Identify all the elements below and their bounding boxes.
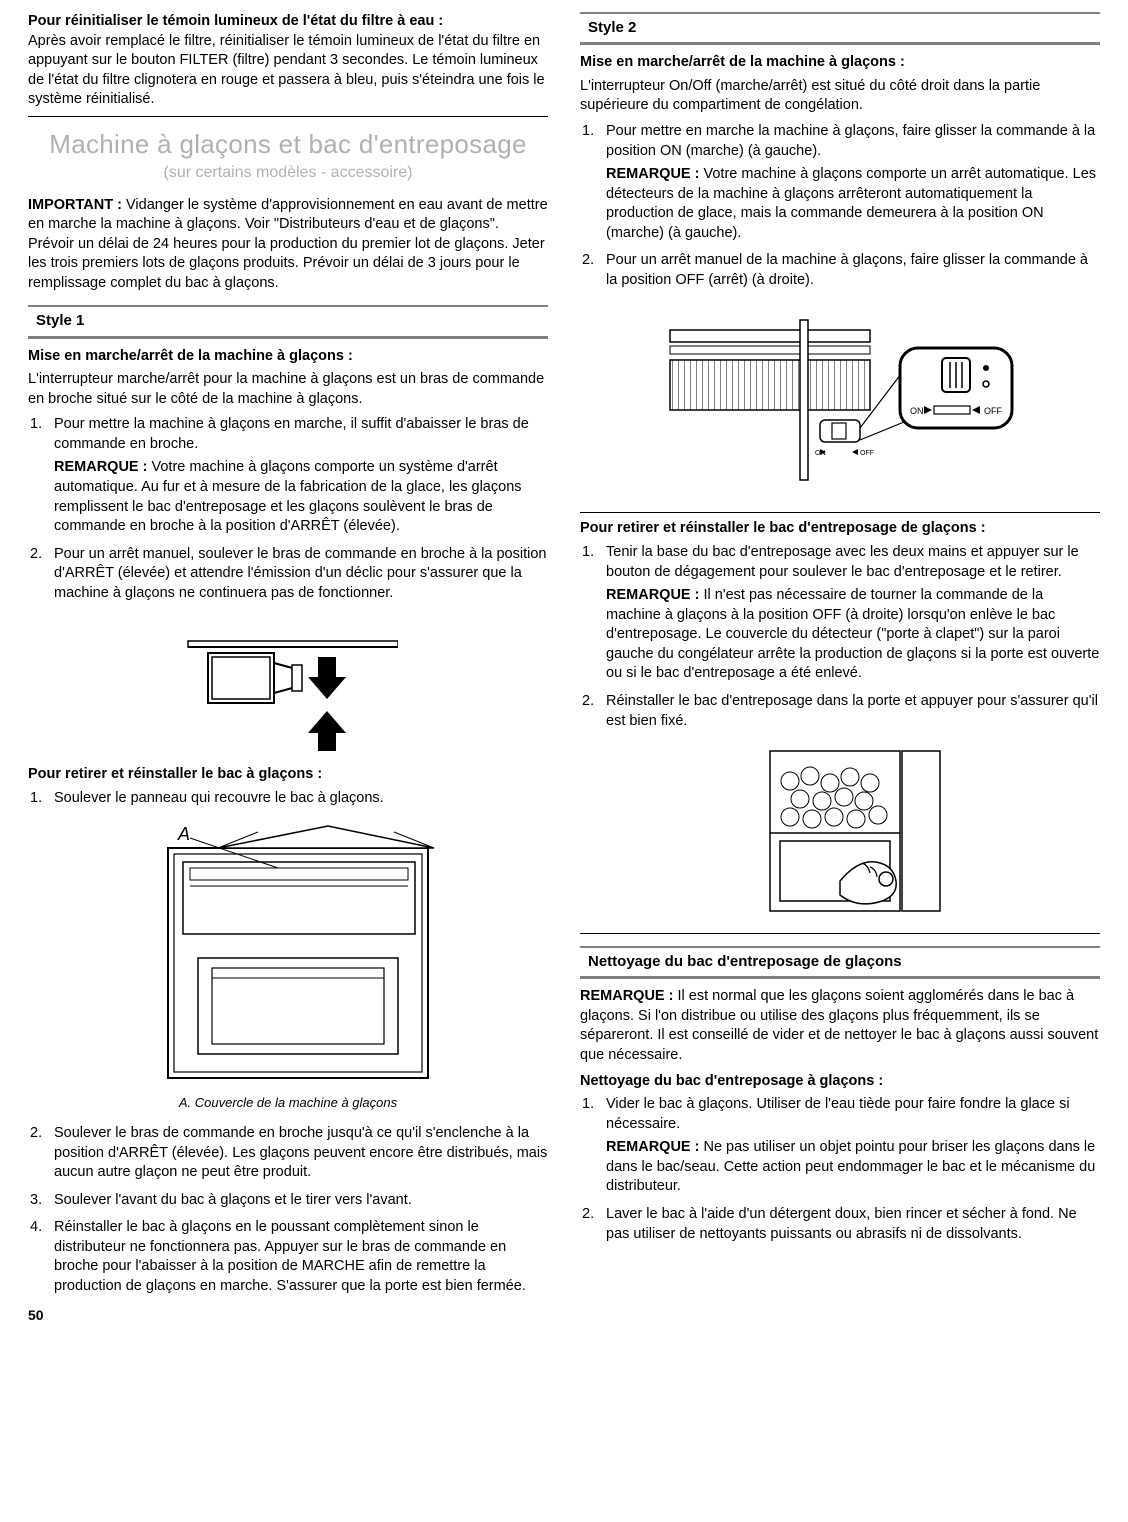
note-label: REMARQUE :: [606, 1139, 699, 1155]
clean-li2: Laver le bac à l'aide d'un détergent dou…: [580, 1205, 1100, 1244]
s2-li2: Pour un arrêt manuel de la machine à gla…: [580, 251, 1100, 290]
style1-header: Style 1: [28, 305, 548, 338]
s2b-heading: Pour retirer et réinstaller le bac d'ent…: [580, 519, 1100, 539]
s2b-li2: Réinstaller le bac d'entreposage dans la…: [580, 692, 1100, 731]
svg-text:ON: ON: [910, 406, 924, 416]
svg-text:OFF: OFF: [860, 450, 874, 457]
divider: [28, 116, 548, 117]
s1b-li4-text: Réinstaller le bac à glaçons en le pouss…: [54, 1219, 526, 1294]
section-title: Machine à glaçons et bac d'entreposage: [28, 127, 548, 162]
clean-note1: REMARQUE : Ne pas utiliser un objet poin…: [606, 1138, 1100, 1197]
reset-heading: Pour réinitialiser le témoin lumineux de…: [28, 13, 443, 29]
s1-li1: Pour mettre la machine à glaçons en marc…: [28, 415, 548, 536]
figure-panel-a: A A. Couvercle de la machine à glaçons: [28, 818, 548, 1112]
s2b-li1-text: Tenir la base du bac d'entreposage avec …: [606, 544, 1079, 580]
s1-note1: REMARQUE : Votre machine à glaçons compo…: [54, 458, 548, 536]
divider: [580, 933, 1100, 934]
right-column: Style 2 Mise en marche/arrêt de la machi…: [580, 12, 1100, 1325]
figure-ice-bin: [580, 741, 1100, 921]
clean-list: Vider le bac à glaçons. Utiliser de l'ea…: [580, 1095, 1100, 1244]
figure2-caption: A. Couvercle de la machine à glaçons: [28, 1094, 548, 1112]
s2-li2-text: Pour un arrêt manuel de la machine à gla…: [606, 252, 1088, 288]
section-subtitle: (sur certains modèles - accessoire): [28, 162, 548, 184]
s2b-li2-text: Réinstaller le bac d'entreposage dans la…: [606, 693, 1098, 729]
s1b-li2: Soulever le bras de commande en broche j…: [28, 1124, 548, 1183]
s2b-note1: REMARQUE : Il n'est pas nécessaire de to…: [606, 586, 1100, 684]
figure-arm-arrows: [28, 613, 548, 753]
s2-list: Pour mettre en marche la machine à glaço…: [580, 122, 1100, 291]
s1b-li3-text: Soulever l'avant du bac à glaçons et le …: [54, 1192, 412, 1208]
s1b-list-b: Soulever le bras de commande en broche j…: [28, 1124, 548, 1297]
s1-list: Pour mettre la machine à glaçons en marc…: [28, 415, 548, 603]
note-label: REMARQUE :: [580, 988, 673, 1004]
clean-note: REMARQUE : Il est normal que les glaçons…: [580, 987, 1100, 1065]
s1b-li1: Soulever le panneau qui recouvre le bac …: [28, 789, 548, 809]
s1b-li2-text: Soulever le bras de commande en broche j…: [54, 1125, 547, 1180]
clean-heading: Nettoyage du bac d'entreposage à glaçons…: [580, 1072, 1100, 1092]
svg-text:A: A: [177, 824, 190, 844]
s1-li2-text: Pour un arrêt manuel, soulever le bras d…: [54, 546, 546, 601]
page-number: 50: [28, 1306, 548, 1325]
style2-header: Style 2: [580, 12, 1100, 45]
svg-text:OFF: OFF: [984, 406, 1002, 416]
clean-li1: Vider le bac à glaçons. Utiliser de l'ea…: [580, 1095, 1100, 1197]
note-label: REMARQUE :: [606, 166, 699, 182]
s1b-li1-text: Soulever le panneau qui recouvre le bac …: [54, 790, 384, 806]
s1b-list-a: Soulever le panneau qui recouvre le bac …: [28, 789, 548, 809]
left-column: Pour réinitialiser le témoin lumineux de…: [28, 12, 548, 1325]
s2-li1: Pour mettre en marche la machine à glaço…: [580, 122, 1100, 243]
divider: [580, 512, 1100, 513]
s2-heading: Mise en marche/arrêt de la machine à gla…: [580, 53, 1100, 73]
s2-intro: L'interrupteur On/Off (marche/arrêt) est…: [580, 77, 1100, 116]
s1-li1-text: Pour mettre la machine à glaçons en marc…: [54, 416, 529, 452]
s2b-li1: Tenir la base du bac d'entreposage avec …: [580, 543, 1100, 684]
s1b-heading: Pour retirer et réinstaller le bac à gla…: [28, 765, 548, 785]
note-label: REMARQUE :: [54, 459, 147, 475]
reset-body: Après avoir remplacé le filtre, réinitia…: [28, 33, 545, 108]
s2-li1-text: Pour mettre en marche la machine à glaço…: [606, 123, 1095, 159]
s1-intro: L'interrupteur marche/arrêt pour la mach…: [28, 370, 548, 409]
figure-onoff-switch: ON OFF ON OFF: [580, 300, 1100, 500]
clean-li2-text: Laver le bac à l'aide d'un détergent dou…: [606, 1206, 1077, 1242]
s1b-li4: Réinstaller le bac à glaçons en le pouss…: [28, 1218, 548, 1296]
s2-note1: REMARQUE : Votre machine à glaçons compo…: [606, 165, 1100, 243]
clean-header: Nettoyage du bac d'entreposage de glaçon…: [580, 946, 1100, 979]
s2b-list: Tenir la base du bac d'entreposage avec …: [580, 543, 1100, 731]
s1-li2: Pour un arrêt manuel, soulever le bras d…: [28, 545, 548, 604]
s1b-li3: Soulever l'avant du bac à glaçons et le …: [28, 1191, 548, 1211]
important-paragraph: IMPORTANT : Vidanger le système d'approv…: [28, 196, 548, 294]
note-label: REMARQUE :: [606, 587, 699, 603]
important-label: IMPORTANT :: [28, 197, 122, 213]
s1-heading: Mise en marche/arrêt de la machine à gla…: [28, 347, 548, 367]
reset-paragraph: Pour réinitialiser le témoin lumineux de…: [28, 12, 548, 110]
clean-li1-text: Vider le bac à glaçons. Utiliser de l'ea…: [606, 1096, 1070, 1132]
two-column-layout: Pour réinitialiser le témoin lumineux de…: [28, 12, 1100, 1325]
